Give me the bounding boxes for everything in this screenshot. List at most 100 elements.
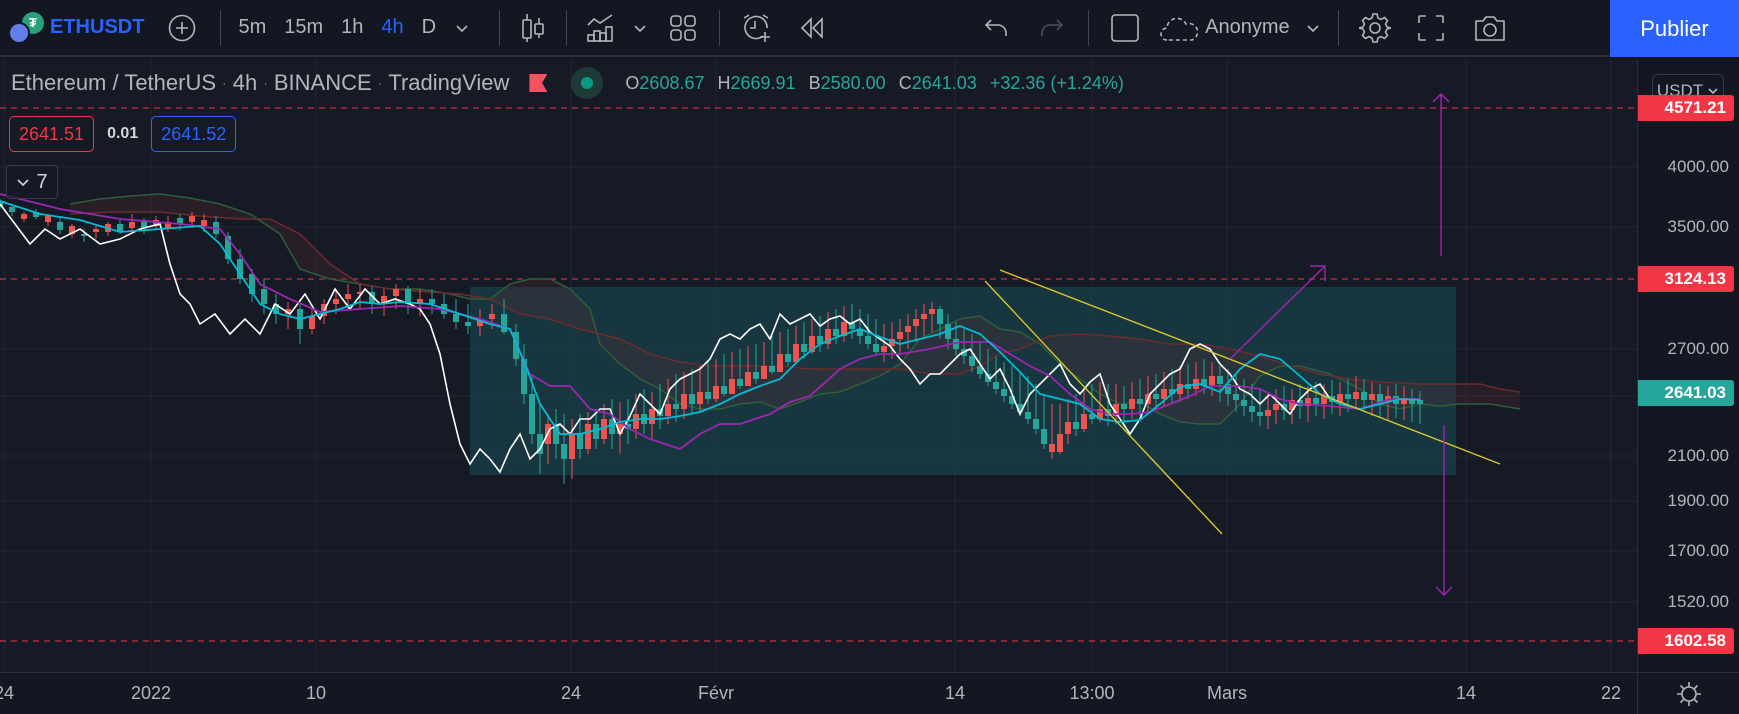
time-tick: Févr [698, 683, 734, 703]
candle-body [1345, 394, 1351, 399]
candle-body [721, 386, 727, 394]
candle-body [929, 309, 935, 314]
chart-pane[interactable]: Ethereum / TetherUS · 4h · BINANCE · Tra… [0, 59, 1637, 672]
trendline-lower [984, 280, 1223, 535]
candle-body [841, 322, 847, 336]
candle-body [261, 289, 267, 304]
toolbar-divider [1337, 9, 1339, 46]
price-tick: 2700.00 [1667, 339, 1729, 358]
candle-body [1297, 400, 1303, 406]
interval-d[interactable]: D [421, 16, 437, 38]
candle-body [1201, 379, 1207, 386]
candle-body [405, 289, 411, 304]
redo-button[interactable] [1024, 0, 1080, 56]
range-box [470, 287, 1456, 475]
interval-5m[interactable]: 5m [238, 16, 267, 38]
candle-body [785, 354, 791, 362]
fullscreen-button[interactable] [1403, 0, 1459, 56]
indicators-button[interactable] [575, 0, 625, 56]
candle-body [1305, 398, 1311, 406]
price-tick: 1900.00 [1667, 491, 1729, 510]
toolbar-divider [499, 9, 501, 46]
buy-sell-panel: 2641.51 0.01 2641.52 [9, 116, 237, 152]
toolbar-divider [1088, 9, 1090, 46]
chart-type-button[interactable] [508, 0, 558, 56]
candle-body [809, 336, 815, 352]
price-tick: 1520.00 [1667, 592, 1729, 611]
time-tick: Mars [1207, 683, 1247, 703]
candle-body [1137, 399, 1143, 404]
snapshot-button[interactable] [1459, 0, 1521, 56]
candle-body [1097, 409, 1103, 419]
candle-body [129, 222, 135, 228]
auto-scale-settings-button[interactable] [1637, 672, 1739, 714]
settings-button[interactable] [1347, 0, 1403, 56]
candle-body [713, 386, 719, 399]
time-tick: 24 [0, 683, 15, 703]
candle-body [905, 326, 911, 332]
account-label: Anonyme [1205, 16, 1290, 38]
bar-replay-button[interactable] [784, 0, 840, 56]
time-tick: 14 [944, 683, 966, 703]
interval-dropdown-button[interactable] [445, 0, 479, 56]
candle-body [889, 339, 895, 346]
candle-body [1273, 404, 1279, 410]
undo-button[interactable] [968, 0, 1024, 56]
chevron-down-icon [456, 24, 468, 32]
open-value: 2608.67 [639, 72, 705, 93]
candle-body [697, 392, 703, 404]
high-value: 2669.91 [730, 72, 796, 93]
price-axis[interactable]: USDT 4000.003500.002700.002400.002100.00… [1637, 59, 1739, 672]
candle-body [453, 314, 459, 322]
low-value: 2580.00 [820, 72, 886, 93]
candle-body [501, 314, 507, 332]
create-alert-button[interactable] [728, 0, 784, 56]
account-dropdown-button[interactable] [1296, 0, 1330, 56]
fullscreen-icon [1417, 14, 1444, 41]
open-key: O [625, 72, 640, 93]
save-layout-button[interactable]: Anonyme [1153, 0, 1296, 56]
publish-button[interactable]: Publier [1610, 0, 1739, 57]
chevron-down-icon [1708, 88, 1718, 95]
candle-body [617, 424, 623, 434]
price-chart[interactable] [0, 59, 1637, 672]
interval-1h[interactable]: 1h [341, 16, 364, 38]
candle-body [1249, 406, 1255, 412]
candle-body [1369, 394, 1375, 400]
time-tick: 10 [305, 683, 327, 703]
select-layout-button[interactable] [1097, 0, 1153, 56]
interval-4h[interactable]: 4h [381, 16, 404, 38]
price-level-label: 1602.58 [1638, 628, 1734, 654]
chikou-span-line [0, 203, 1331, 474]
price-level-label: 3124.13 [1638, 266, 1734, 292]
time-tick: 22 [1600, 683, 1622, 703]
flag-icon[interactable] [529, 74, 548, 92]
candle-body [333, 299, 339, 304]
sun-settings-icon [1676, 681, 1701, 706]
ohlc-values: O2608.67 H2669.91 B2580.00 C2641.03 +32.… [625, 73, 1124, 94]
time-tick: 2022 [130, 683, 172, 703]
market-open-status-icon[interactable] [571, 67, 604, 99]
indicators-dropdown-button[interactable] [625, 0, 655, 56]
candle-body [745, 372, 751, 386]
candle-body [937, 309, 943, 324]
indicators-collapse-button[interactable]: 7 [6, 165, 58, 199]
candle-body [1073, 422, 1079, 429]
candle-body [189, 216, 195, 222]
layout-templates-button[interactable] [655, 0, 711, 56]
candle-body [577, 434, 583, 449]
spread-value: 0.01 [107, 125, 139, 142]
candle-body [21, 214, 27, 219]
candle-body [1409, 398, 1415, 404]
buy-button[interactable]: 2641.52 [151, 116, 237, 152]
candle-body [0, 202, 3, 207]
candle-body [513, 332, 519, 359]
time-axis[interactable]: 24 2022 10 24 Févr 14 13:00 Mars 14 22 [0, 672, 1637, 714]
sell-button[interactable]: 2641.51 [9, 116, 95, 152]
interval-15m[interactable]: 15m [284, 16, 324, 38]
candle-body [81, 234, 87, 236]
compare-add-symbol-button[interactable] [152, 0, 212, 56]
candle-body [1241, 400, 1247, 406]
arrow-head [1432, 93, 1450, 103]
symbol-search-button[interactable]: ₮ ETHUSDT [0, 0, 152, 56]
